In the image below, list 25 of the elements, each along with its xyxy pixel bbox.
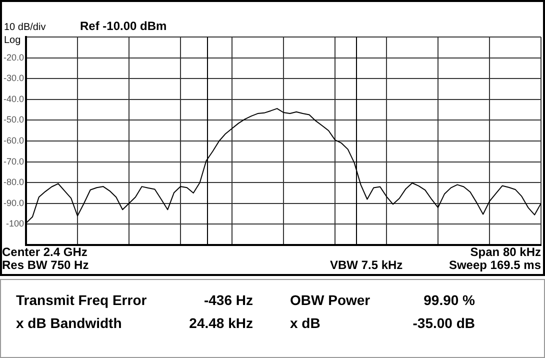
y-tick-label: -100	[6, 218, 24, 229]
y-tick-label: -70.0	[3, 156, 24, 166]
y-tick-label: -20.0	[3, 52, 24, 62]
y-tick-label: -90.0	[3, 198, 24, 208]
text: Res BW 750 Hz	[2, 258, 89, 272]
text: 24.48 kHz	[189, 315, 253, 331]
text: 10 dB/div	[4, 21, 46, 34]
text: OBW Power	[290, 292, 370, 308]
text: -35.00 dB	[412, 315, 475, 331]
text: x dB	[290, 315, 320, 331]
text: VBW 7.5 kHz	[330, 258, 403, 272]
text: x dB Bandwidth	[16, 315, 122, 331]
text: Ref -10.00 dBm	[80, 19, 167, 33]
y-tick-label: -80.0	[3, 177, 24, 188]
y-tick-label: -60.0	[3, 135, 24, 146]
text: 99.90 %	[424, 292, 475, 308]
text: Span 80 kHz	[470, 245, 541, 259]
y-tick-label: -40.0	[3, 94, 24, 104]
text: Center 2.4 GHz	[2, 245, 88, 259]
y-tick-label: -30.0	[3, 73, 24, 84]
text: Log	[4, 34, 21, 47]
text: -436 Hz	[204, 292, 253, 308]
text: Transmit Freq Error	[16, 292, 147, 308]
y-tick-label: -50.0	[3, 114, 24, 125]
text: Sweep 169.5 ms	[448, 258, 541, 272]
